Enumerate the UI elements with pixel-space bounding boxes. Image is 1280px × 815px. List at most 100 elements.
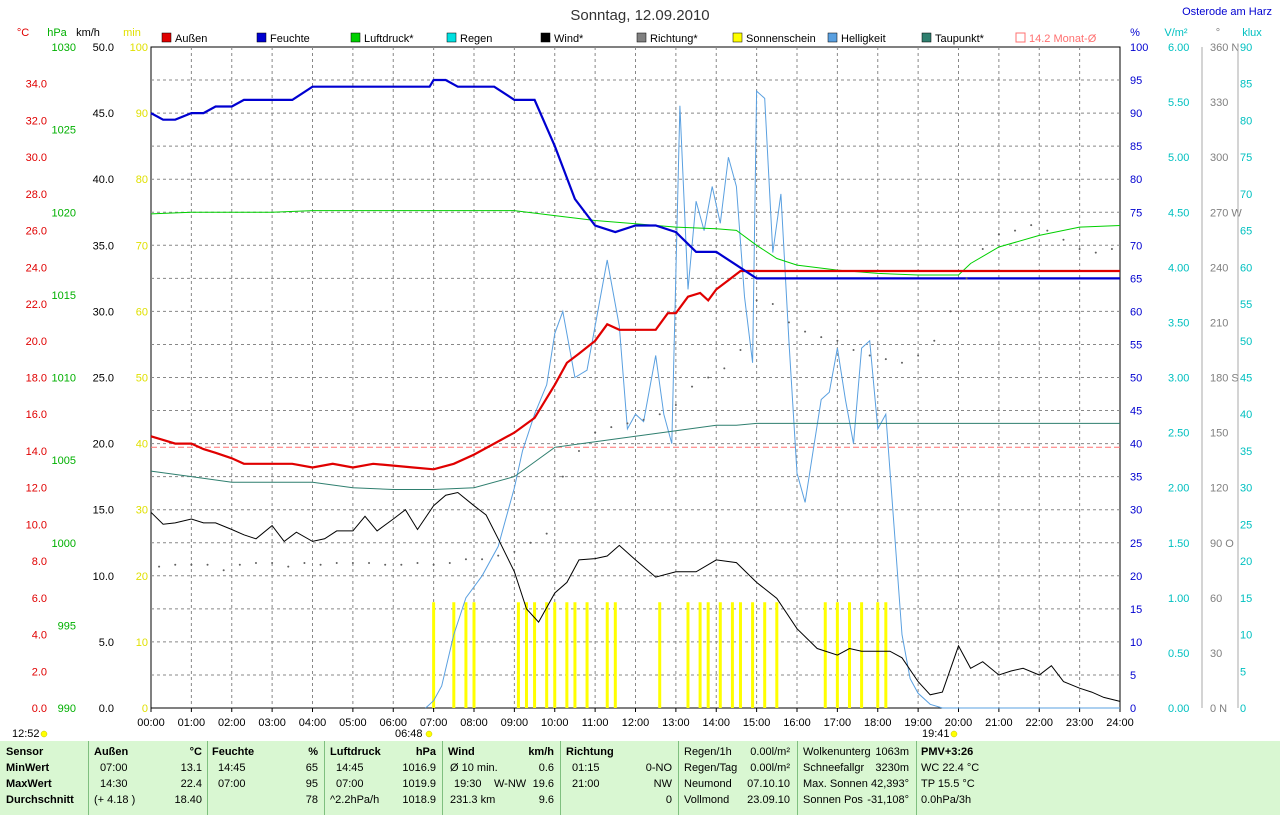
- axis-tick-direction: 360 N: [1210, 42, 1239, 54]
- axis-tick-humidity: 60: [1130, 306, 1142, 318]
- direction-point: [691, 385, 694, 388]
- x-tick-label: 14:00: [702, 717, 730, 729]
- axis-tick-direction: 120: [1210, 483, 1228, 495]
- axis-tick-humidity: 0: [1130, 703, 1136, 715]
- richtung-max-time: 21:00: [572, 778, 600, 790]
- axis-tick-light: 70: [1240, 189, 1252, 201]
- axis-tick-temp: 26.0: [26, 226, 47, 238]
- legend-swatch: [636, 32, 647, 43]
- legend-swatch: [921, 32, 932, 43]
- axis-tick-humidity: 75: [1130, 207, 1142, 219]
- stats-feuchte: Feuchte% 14:45 65 07:00 95 78: [212, 744, 318, 808]
- axis-tick-direction: 210: [1210, 317, 1228, 329]
- wind-max-time: 19:30: [454, 778, 482, 790]
- axis-tick-humidity: 15: [1130, 604, 1142, 616]
- feuchte-avg-val: 78: [305, 794, 318, 806]
- sunset-label: 19:41: [922, 728, 950, 740]
- richtung-max-val: NW: [653, 778, 672, 790]
- sunshine-bar: [876, 602, 880, 708]
- x-tick-label: 09:00: [501, 717, 529, 729]
- sunshine-bar: [565, 602, 569, 708]
- sunshine-bar: [524, 602, 528, 708]
- sunshine-bar: [884, 602, 888, 708]
- sunshine-bar: [860, 602, 864, 708]
- feuchte-unit: %: [308, 746, 318, 758]
- max-sonnen-label: Max. Sonnen: [803, 778, 868, 790]
- axis-tick-sun: 60: [136, 306, 148, 318]
- wind-avg10-val: 0.6: [538, 762, 554, 774]
- axis-unit-direction: °: [1216, 27, 1220, 39]
- sunset-marker-icon: [950, 730, 958, 738]
- x-tick-label: 06:00: [379, 717, 407, 729]
- x-tick-label: 04:00: [299, 717, 327, 729]
- stats-wolken: Wolkenunterg 1063m Schneefallgr 3230m Max.…: [803, 744, 909, 808]
- sunrise-marker-icon: [425, 730, 433, 738]
- axis-tick-humidity: 85: [1130, 141, 1142, 153]
- series-line-wind: [150, 491, 1121, 702]
- schneefallgr-label: Schneefallgr: [803, 762, 865, 774]
- luftdruck-trend: ^2.2hPa/h: [330, 794, 380, 806]
- sunshine-bar: [613, 602, 617, 708]
- direction-point: [319, 563, 322, 566]
- regen-1h-label: Regen/1h: [684, 746, 732, 758]
- legend-swatch: [540, 32, 551, 43]
- direction-point: [287, 565, 290, 568]
- axis-tick-temp: 12.0: [26, 483, 47, 495]
- wolkenunterg-label: Wolkenunterg: [803, 746, 871, 758]
- richtung-header: Richtung: [566, 746, 614, 758]
- direction-point: [303, 561, 306, 564]
- series-line-helligkeit: [425, 89, 1120, 709]
- axis-tick-humidity: 70: [1130, 240, 1142, 252]
- direction-point: [949, 310, 952, 313]
- axis-tick-humidity: 65: [1130, 273, 1142, 285]
- axis-tick-temp: 0.0: [32, 703, 47, 715]
- legend-label: Regen: [460, 33, 492, 45]
- direction-point: [271, 561, 274, 564]
- wind-distance: 231.3 km: [450, 794, 496, 806]
- series-line-luftdruck: [150, 210, 1121, 276]
- aussen-unit: °C: [189, 746, 202, 758]
- x-tick-label: 11:00: [582, 717, 609, 729]
- x-tick-label: 22:00: [1025, 717, 1053, 729]
- direction-point: [852, 348, 855, 351]
- direction-point: [787, 321, 790, 324]
- axis-tick-light: 25: [1240, 519, 1252, 531]
- axis-unit-wind: km/h: [76, 27, 100, 39]
- regen-tag-label: Regen/Tag: [684, 762, 738, 774]
- aussen-max-val: 22.4: [180, 778, 202, 790]
- axis-tick-direction: 150: [1210, 428, 1228, 440]
- x-tick-label: 00:00: [137, 717, 165, 729]
- axis-tick-temp: 4.0: [32, 630, 47, 642]
- sunshine-bar: [718, 602, 722, 708]
- axis-tick-wind: 35.0: [93, 240, 114, 252]
- weather-chart: 00:00 01:00 02:00 03:00 04:00 05:00 06:00 07:00…: [12, 6, 1272, 740]
- legend-label: Helligkeit: [841, 33, 886, 45]
- sunshine-bar: [472, 602, 476, 708]
- axis-tick-direction: 300: [1210, 152, 1228, 164]
- direction-point: [513, 550, 516, 553]
- legend-label: Richtung*: [650, 33, 698, 45]
- sunshine-bar: [751, 602, 755, 708]
- axis-tick-light: 50: [1240, 336, 1252, 348]
- direction-point: [335, 561, 338, 564]
- stats-richtung: Richtung 01:15 0-NO 21:00 NW 0: [566, 744, 672, 808]
- luftdruck-max-time: 07:00: [336, 778, 364, 790]
- axis-tick-light: 90: [1240, 42, 1252, 54]
- axis-tick-humidity: 25: [1130, 538, 1142, 550]
- axis-tick-wind: 15.0: [93, 505, 114, 517]
- axis-tick-light: 30: [1240, 483, 1252, 495]
- axis-unit-temp: °C: [17, 27, 29, 39]
- direction-point: [836, 339, 839, 342]
- feuchte-max-time: 07:00: [218, 778, 246, 790]
- axis-tick-light: 40: [1240, 409, 1252, 421]
- axis-tick-direction: 30: [1210, 648, 1222, 660]
- axis-tick-direction: 60: [1210, 593, 1222, 605]
- axis-tick-light: 80: [1240, 115, 1252, 127]
- legend-label: Taupunkt*: [935, 33, 985, 45]
- series-line-außen: [150, 269, 1120, 471]
- axis-tick-radiation: 4.00: [1168, 262, 1189, 274]
- direction-point: [497, 554, 500, 557]
- axis-tick-light: 75: [1240, 152, 1252, 164]
- sunshine-bar: [452, 602, 456, 708]
- sunshine-bar: [464, 602, 468, 708]
